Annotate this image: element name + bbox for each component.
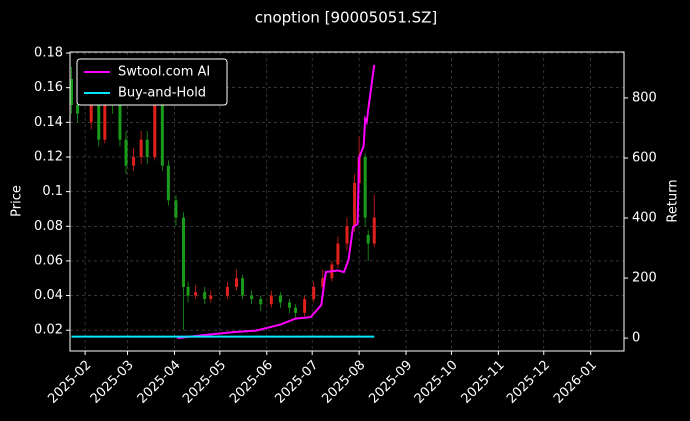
- candle-body: [76, 105, 80, 114]
- candle-body: [225, 286, 229, 296]
- candle-body: [321, 278, 325, 287]
- x-tick-label: 2025-10: [412, 358, 461, 407]
- candle-body: [287, 302, 291, 308]
- line-series: [177, 64, 376, 340]
- y2-axis-label: Return: [666, 179, 681, 222]
- candle-body: [278, 295, 282, 303]
- candle-body: [139, 139, 143, 157]
- candle-body: [70, 79, 74, 106]
- candle-body: [366, 234, 370, 244]
- candle-body: [336, 243, 340, 265]
- x-tick-label: 2025-02: [45, 358, 94, 407]
- candle-body: [174, 200, 178, 218]
- candle-body: [269, 295, 273, 305]
- y-tick-label: 0.04: [34, 288, 63, 303]
- candle-body: [209, 295, 213, 300]
- candle-body: [345, 226, 349, 244]
- chart-title: cnoption [90005051.SZ]: [255, 9, 438, 27]
- legend-label: Swtool.com AI: [118, 65, 210, 80]
- candle-body: [118, 105, 122, 140]
- y-tick-label: 0.18: [34, 46, 63, 61]
- candle-body: [186, 286, 190, 296]
- candle-body: [363, 156, 367, 218]
- legend-box: [76, 58, 228, 106]
- candle-body: [103, 87, 107, 140]
- y-tick-label: 0.16: [34, 80, 63, 95]
- y2-tick-label: 200: [632, 271, 657, 286]
- y2-tick-label: 400: [632, 211, 657, 226]
- y-tick-label: 0.02: [34, 323, 63, 338]
- legend-label: Buy-and-Hold: [118, 86, 206, 101]
- candle-body: [372, 217, 376, 244]
- candle-body: [124, 139, 128, 166]
- candle-body: [303, 299, 307, 313]
- candle-body: [250, 295, 254, 300]
- candle-body: [203, 292, 207, 300]
- candle-body: [89, 105, 93, 123]
- x-tick-label: 2025-12: [504, 358, 553, 407]
- candle-body: [294, 307, 298, 313]
- y-tick-label: 0.06: [34, 253, 63, 268]
- y2-tick-label: 800: [632, 90, 657, 105]
- x-tick-label: 2025-07: [272, 358, 321, 407]
- x-tick-label: 2025-11: [459, 358, 508, 407]
- candle-body: [235, 278, 239, 287]
- candle-body: [153, 105, 157, 157]
- y-tick-label: 0.12: [34, 149, 63, 164]
- candle-body: [182, 217, 186, 287]
- candle-body: [353, 182, 357, 227]
- x-tick-label: 2025-08: [319, 358, 368, 407]
- y2-tick-label: 600: [632, 150, 657, 165]
- y2-tick-label: 0: [632, 331, 640, 346]
- x-tick-label: 2026-01: [551, 358, 600, 407]
- candle-body: [312, 286, 316, 300]
- candle-body: [194, 292, 198, 296]
- candle-body: [166, 165, 170, 201]
- candle-body: [132, 156, 136, 166]
- candle-body: [160, 105, 164, 166]
- y-tick-label: 0.14: [34, 115, 63, 130]
- x-tick-label: 2025-03: [88, 358, 137, 407]
- x-tick-label: 2025-05: [180, 358, 229, 407]
- candle-body: [145, 139, 149, 157]
- y-tick-label: 0.1: [42, 184, 63, 199]
- candle-body: [97, 105, 101, 140]
- x-tick-label: 2025-04: [135, 358, 184, 407]
- candle-body: [259, 299, 263, 305]
- candle-body: [241, 278, 245, 296]
- legend: Swtool.com AI Buy-and-Hold: [76, 58, 228, 106]
- x-tick-label: 2025-09: [366, 358, 415, 407]
- y-tick-label: 0.08: [34, 219, 63, 234]
- y-axis-label: Price: [10, 185, 25, 217]
- plot-frame: [69, 51, 625, 352]
- x-tick-label: 2025-06: [227, 358, 276, 407]
